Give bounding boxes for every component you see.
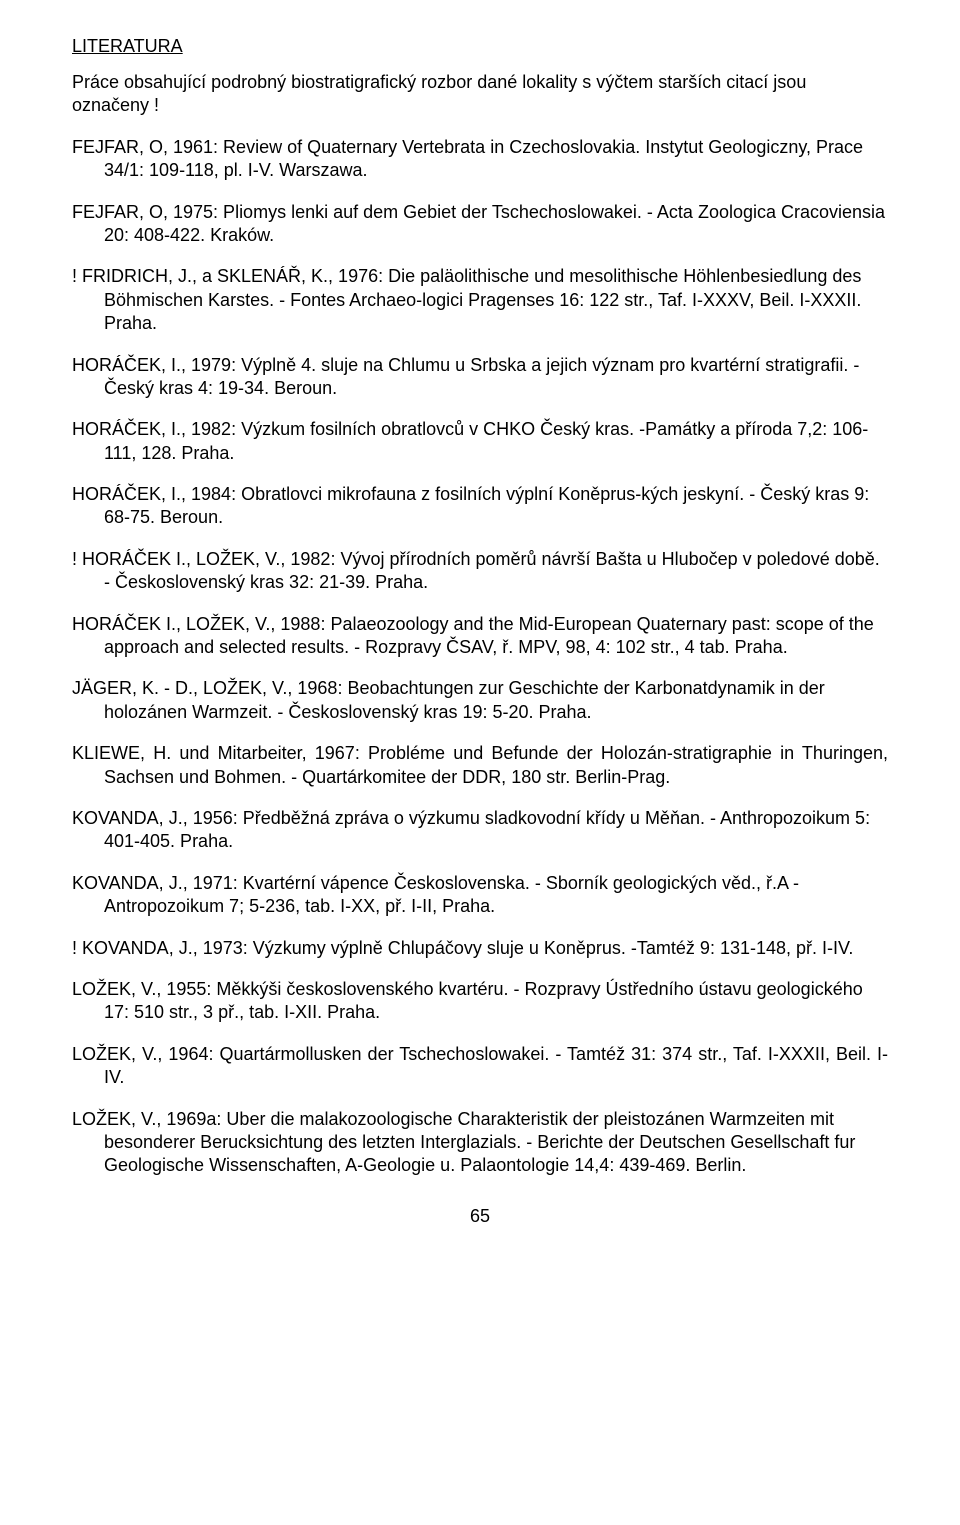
reference-item: LOŽEK, V., 1955: Měkkýši československéh…	[72, 978, 888, 1025]
reference-item: FEJFAR, O, 1975: Pliomys lenki auf dem G…	[72, 201, 888, 248]
reference-item: LOŽEK, V., 1969a: Uber die malakozoologi…	[72, 1108, 888, 1178]
reference-item: ! FRIDRICH, J., a SKLENÁŘ, K., 1976: Die…	[72, 265, 888, 335]
reference-item: FEJFAR, O, 1961: Review of Quaternary Ve…	[72, 136, 888, 183]
reference-item: HORÁČEK, I., 1979: Výplně 4. sluje na Ch…	[72, 354, 888, 401]
reference-item: HORÁČEK, I., 1982: Výzkum fosilních obra…	[72, 418, 888, 465]
reference-item: KLIEWE, H. und Mitarbeiter, 1967: Problé…	[72, 742, 888, 789]
reference-item: LOŽEK, V., 1964: Quartármollusken der Ts…	[72, 1043, 888, 1090]
reference-item: JÄGER, K. - D., LOŽEK, V., 1968: Beobach…	[72, 677, 888, 724]
page-container: LITERATURA Práce obsahující podrobný bio…	[0, 0, 960, 1267]
reference-list: FEJFAR, O, 1961: Review of Quaternary Ve…	[72, 136, 888, 1178]
reference-item: KOVANDA, J., 1971: Kvartérní vápence Čes…	[72, 872, 888, 919]
reference-item: HORÁČEK I., LOŽEK, V., 1988: Palaeozoolo…	[72, 613, 888, 660]
intro-paragraph: Práce obsahující podrobný biostratigrafi…	[72, 71, 888, 118]
page-number: 65	[72, 1206, 888, 1227]
reference-item: ! HORÁČEK I., LOŽEK, V., 1982: Vývoj pří…	[72, 548, 888, 595]
section-title: LITERATURA	[72, 36, 888, 57]
reference-item: KOVANDA, J., 1956: Předběžná zpráva o vý…	[72, 807, 888, 854]
reference-item: ! KOVANDA, J., 1973: Výzkumy výplně Chlu…	[72, 937, 888, 960]
reference-item: HORÁČEK, I., 1984: Obratlovci mikrofauna…	[72, 483, 888, 530]
